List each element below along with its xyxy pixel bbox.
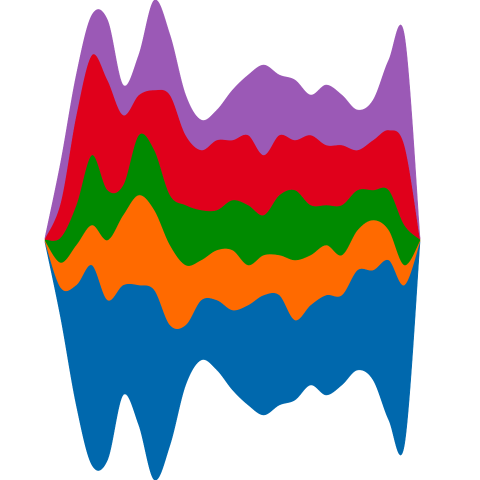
stream-layer (44, 0, 421, 239)
